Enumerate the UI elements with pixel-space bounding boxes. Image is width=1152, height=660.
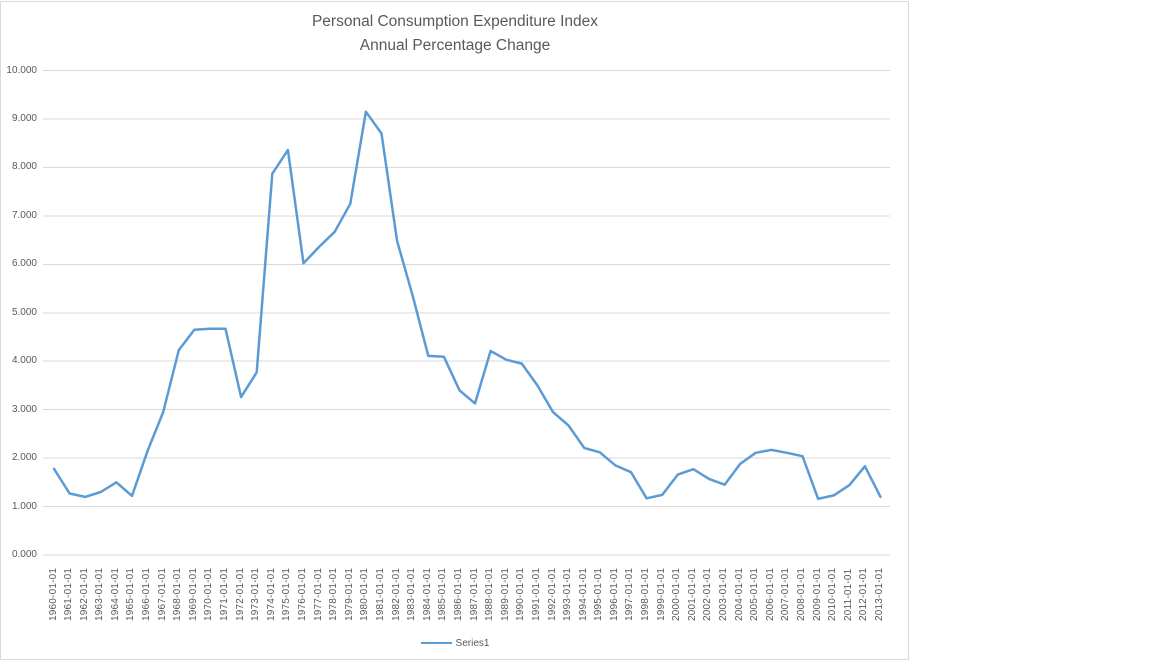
x-axis-tick-label: 2003-01-01 xyxy=(718,567,730,621)
x-axis-tick-label: 1982-01-01 xyxy=(390,567,402,621)
x-axis-tick-label: 1971-01-01 xyxy=(219,567,231,621)
x-axis-tick-label: 2001-01-01 xyxy=(686,567,698,621)
x-axis-tick-label: 1991-01-01 xyxy=(530,567,542,621)
x-axis-tick-label: 1973-01-01 xyxy=(250,567,262,621)
x-axis-tick-label: 1961-01-01 xyxy=(63,567,75,621)
y-axis-tick-label: 7.000 xyxy=(11,209,37,221)
x-axis-tick-label: 1998-01-01 xyxy=(640,567,652,621)
legend-line-swatch xyxy=(420,641,452,645)
legend: Series1 xyxy=(0,635,910,651)
x-axis-tick-label: 1966-01-01 xyxy=(141,567,153,621)
x-axis-tick-label: 1999-01-01 xyxy=(655,567,667,621)
y-axis-tick-label: 4.000 xyxy=(11,355,37,367)
x-axis-tick-label: 2013-01-01 xyxy=(874,567,885,621)
x-axis-tick-label: 2005-01-01 xyxy=(749,567,761,621)
x-axis-tick-label: 2011-01-01 xyxy=(842,568,854,621)
x-axis-tick-label: 1992-01-01 xyxy=(546,567,558,621)
x-axis-tick-label: 1985-01-01 xyxy=(437,567,449,621)
x-axis-tick-label: 2000-01-01 xyxy=(671,567,683,621)
y-axis-tick-label: 5.000 xyxy=(11,306,37,318)
x-axis-tick-label: 1978-01-01 xyxy=(328,567,340,621)
x-axis-tick-label: 1977-01-01 xyxy=(312,567,324,621)
x-axis-tick-label: 2002-01-01 xyxy=(702,567,714,621)
x-axis-tick-label: 1963-01-01 xyxy=(94,567,106,621)
x-axis-tick-label: 1993-01-01 xyxy=(562,567,574,621)
x-axis-tick-label: 1996-01-01 xyxy=(608,567,620,621)
x-axis-tick-label: 1967-01-01 xyxy=(156,567,168,621)
x-axis-tick-label: 2006-01-01 xyxy=(764,567,776,621)
x-axis-tick-label: 1970-01-01 xyxy=(203,567,215,621)
y-axis-tick-label: 1.000 xyxy=(11,500,37,512)
x-axis-tick-label: 1994-01-01 xyxy=(577,567,589,621)
x-axis-tick-label: 1983-01-01 xyxy=(406,567,418,621)
x-axis-tick-label: 1974-01-01 xyxy=(265,567,277,621)
chart-title-line2: Annual Percentage Change xyxy=(359,36,551,54)
x-axis-tick-label: 1997-01-01 xyxy=(624,567,636,621)
y-axis-tick-label: 6.000 xyxy=(11,258,37,270)
x-axis-tick-label: 1964-01-01 xyxy=(109,567,121,621)
y-axis-tick-label: 9.000 xyxy=(11,112,37,124)
x-axis-tick-label: 2010-01-01 xyxy=(827,567,839,621)
chart-title-line1: Personal Consumption Expenditure Index xyxy=(311,13,599,30)
x-axis-tick-label: 2004-01-01 xyxy=(733,567,745,621)
x-axis-tick-label: 1981-01-01 xyxy=(374,567,386,621)
x-axis-tick-label: 1984-01-01 xyxy=(421,567,433,621)
x-axis-tick-label: 1980-01-01 xyxy=(359,567,371,621)
x-axis-tick-label: 1965-01-01 xyxy=(125,567,137,621)
x-axis-tick-label: 1969-01-01 xyxy=(187,567,199,621)
x-axis-tick-label: 1968-01-01 xyxy=(172,567,184,621)
chart-title: Personal Consumption Expenditure Index A… xyxy=(0,10,910,57)
x-axis-tick-label: 2008-01-01 xyxy=(796,567,808,621)
x-axis-tick-label: 1988-01-01 xyxy=(484,567,496,621)
plot-area xyxy=(43,70,890,556)
x-axis-tick-label: 2009-01-01 xyxy=(811,567,823,621)
y-axis-tick-label: 10.000 xyxy=(6,64,37,76)
x-axis-tick-label: 2012-01-01 xyxy=(858,567,870,621)
y-axis-tick-label: 2.000 xyxy=(11,452,37,464)
x-axis-tick-label: 2007-01-01 xyxy=(780,567,792,621)
x-axis-tick-label: 1979-01-01 xyxy=(343,567,355,621)
legend-series-label: Series1 xyxy=(455,637,490,649)
x-axis-tick-label: 1995-01-01 xyxy=(593,567,605,621)
x-axis-tick-label: 1975-01-01 xyxy=(281,567,293,621)
y-axis-tick-label: 0.000 xyxy=(11,549,37,560)
series-line xyxy=(52,110,882,501)
x-axis-tick-label: 1960-01-01 xyxy=(47,567,59,621)
x-axis-tick-label: 1962-01-01 xyxy=(78,567,90,621)
x-axis-tick-label: 1989-01-01 xyxy=(499,567,511,621)
x-axis-tick-label: 1990-01-01 xyxy=(515,567,527,621)
x-axis-tick-label: 1972-01-01 xyxy=(234,567,246,621)
y-axis-tick-label: 3.000 xyxy=(11,403,37,415)
x-axis-tick-label: 1986-01-01 xyxy=(452,567,464,621)
y-axis-tick-label: 8.000 xyxy=(11,161,37,173)
x-axis-tick-label: 1976-01-01 xyxy=(297,567,308,621)
x-axis-tick-label: 1987-01-01 xyxy=(468,567,480,621)
